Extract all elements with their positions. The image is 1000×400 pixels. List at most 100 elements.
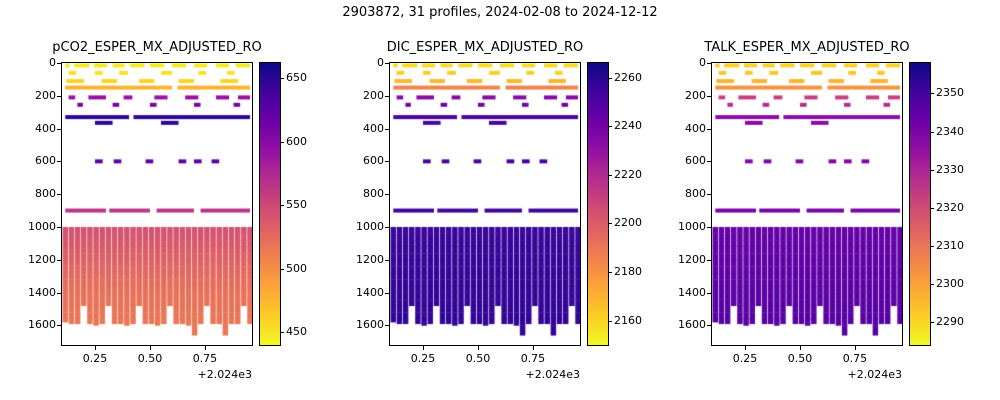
colorbar-tick-mark xyxy=(280,141,284,143)
x-tick-label: 0.25 xyxy=(732,352,758,365)
y-tick-label: 1200 xyxy=(28,252,56,266)
x-tick-label: 0.75 xyxy=(520,352,546,365)
y-tick-mark xyxy=(57,161,61,163)
x-tick-mark xyxy=(854,346,856,350)
y-tick-label: 1200 xyxy=(678,252,706,266)
y-tick-mark xyxy=(57,325,61,327)
y-tick-label: 1400 xyxy=(356,285,384,299)
x-axis-offset-label: +2.024e3 xyxy=(525,368,580,381)
x-tick-mark xyxy=(149,346,151,350)
x-tick-mark xyxy=(422,346,424,350)
colorbar-tick-mark xyxy=(280,268,284,270)
colorbar-tick-label: 2240 xyxy=(614,119,642,133)
x-tick-mark xyxy=(532,346,534,350)
colorbar-dic xyxy=(587,62,609,346)
colorbar-tick-mark xyxy=(608,126,612,128)
colorbar-tick-label: 500 xyxy=(286,261,307,275)
colorbar-tick-label: 2180 xyxy=(614,265,642,279)
x-axis-offset-label: +2.024e3 xyxy=(847,368,902,381)
x-tick-mark xyxy=(477,346,479,350)
colorbar-tick-label: 2320 xyxy=(936,200,964,214)
y-tick-label: 1000 xyxy=(678,219,706,233)
y-tick-mark xyxy=(385,226,389,228)
colorbar-tick-mark xyxy=(280,205,284,207)
x-tick-mark xyxy=(799,346,801,350)
y-tick-label: 800 xyxy=(685,187,706,201)
y-tick-mark xyxy=(385,95,389,97)
panel-title-dic: DIC_ESPER_MX_ADJUSTED_RO xyxy=(386,40,584,55)
y-tick-label: 1600 xyxy=(678,318,706,332)
y-tick-mark xyxy=(57,63,61,64)
heatmap-canvas-dic xyxy=(389,62,581,346)
y-tick-label: 0 xyxy=(377,56,384,69)
y-tick-label: 1400 xyxy=(28,285,56,299)
panel-title-pco2: pCO2_ESPER_MX_ADJUSTED_RO xyxy=(52,40,262,55)
colorbar-tick-mark xyxy=(930,169,934,171)
colorbar-tick-label: 650 xyxy=(286,71,307,85)
y-tick-label: 1000 xyxy=(28,219,56,233)
x-tick-label: 0.25 xyxy=(82,352,108,365)
y-tick-label: 600 xyxy=(363,154,384,168)
colorbar-tick-mark xyxy=(608,174,612,176)
colorbar-tick-label: 600 xyxy=(286,134,307,148)
y-tick-label: 200 xyxy=(35,88,56,102)
y-tick-label: 0 xyxy=(699,56,706,69)
colorbar-tick-mark xyxy=(930,131,934,133)
heatmap-canvas-pco2 xyxy=(61,62,253,346)
y-tick-label: 1000 xyxy=(356,219,384,233)
panel-title-talk: TALK_ESPER_MX_ADJUSTED_RO xyxy=(704,40,910,55)
colorbar-tick-label: 2290 xyxy=(936,315,964,329)
x-tick-label: 0.75 xyxy=(842,352,868,365)
y-tick-label: 1600 xyxy=(28,318,56,332)
y-tick-mark xyxy=(707,63,711,64)
x-tick-label: 0.50 xyxy=(465,352,491,365)
y-tick-label: 800 xyxy=(363,187,384,201)
colorbar-tick-mark xyxy=(930,207,934,209)
x-tick-mark xyxy=(744,346,746,350)
y-tick-mark xyxy=(385,292,389,294)
colorbar-tick-mark xyxy=(930,93,934,95)
y-tick-label: 600 xyxy=(35,154,56,168)
y-tick-mark xyxy=(57,194,61,196)
x-tick-label: 0.75 xyxy=(192,352,218,365)
y-tick-mark xyxy=(707,128,711,130)
y-tick-label: 1600 xyxy=(356,318,384,332)
y-tick-label: 400 xyxy=(685,121,706,135)
y-tick-mark xyxy=(707,226,711,228)
y-tick-mark xyxy=(57,292,61,294)
colorbar-tick-mark xyxy=(608,272,612,274)
y-tick-mark xyxy=(57,128,61,130)
y-tick-label: 800 xyxy=(35,187,56,201)
colorbar-tick-mark xyxy=(930,284,934,286)
figure-title: 2903872, 31 profiles, 2024-02-08 to 2024… xyxy=(342,5,658,20)
colorbar-tick-label: 2300 xyxy=(936,277,964,291)
y-tick-mark xyxy=(707,325,711,327)
colorbar-tick-label: 2220 xyxy=(614,167,642,181)
y-tick-mark xyxy=(57,259,61,261)
colorbar-pco2 xyxy=(259,62,281,346)
y-tick-label: 1400 xyxy=(678,285,706,299)
colorbar-tick-label: 2340 xyxy=(936,124,964,138)
x-tick-label: 0.50 xyxy=(137,352,163,365)
colorbar-tick-mark xyxy=(608,77,612,79)
y-tick-mark xyxy=(385,63,389,64)
y-tick-mark xyxy=(385,161,389,163)
x-tick-label: 0.50 xyxy=(787,352,813,365)
colorbar-tick-mark xyxy=(608,223,612,225)
colorbar-tick-mark xyxy=(280,332,284,334)
x-axis-offset-label: +2.024e3 xyxy=(197,368,252,381)
y-tick-mark xyxy=(707,194,711,196)
y-tick-label: 600 xyxy=(685,154,706,168)
y-tick-mark xyxy=(57,226,61,228)
y-tick-label: 1200 xyxy=(356,252,384,266)
y-tick-mark xyxy=(57,95,61,97)
x-tick-mark xyxy=(204,346,206,350)
colorbar-tick-label: 2330 xyxy=(936,162,964,176)
y-tick-label: 200 xyxy=(685,88,706,102)
colorbar-tick-label: 2310 xyxy=(936,238,964,252)
heatmap-canvas-talk xyxy=(711,62,903,346)
colorbar-tick-mark xyxy=(930,245,934,247)
y-tick-mark xyxy=(385,128,389,130)
